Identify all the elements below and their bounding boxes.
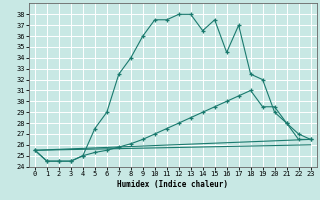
X-axis label: Humidex (Indice chaleur): Humidex (Indice chaleur) (117, 180, 228, 189)
